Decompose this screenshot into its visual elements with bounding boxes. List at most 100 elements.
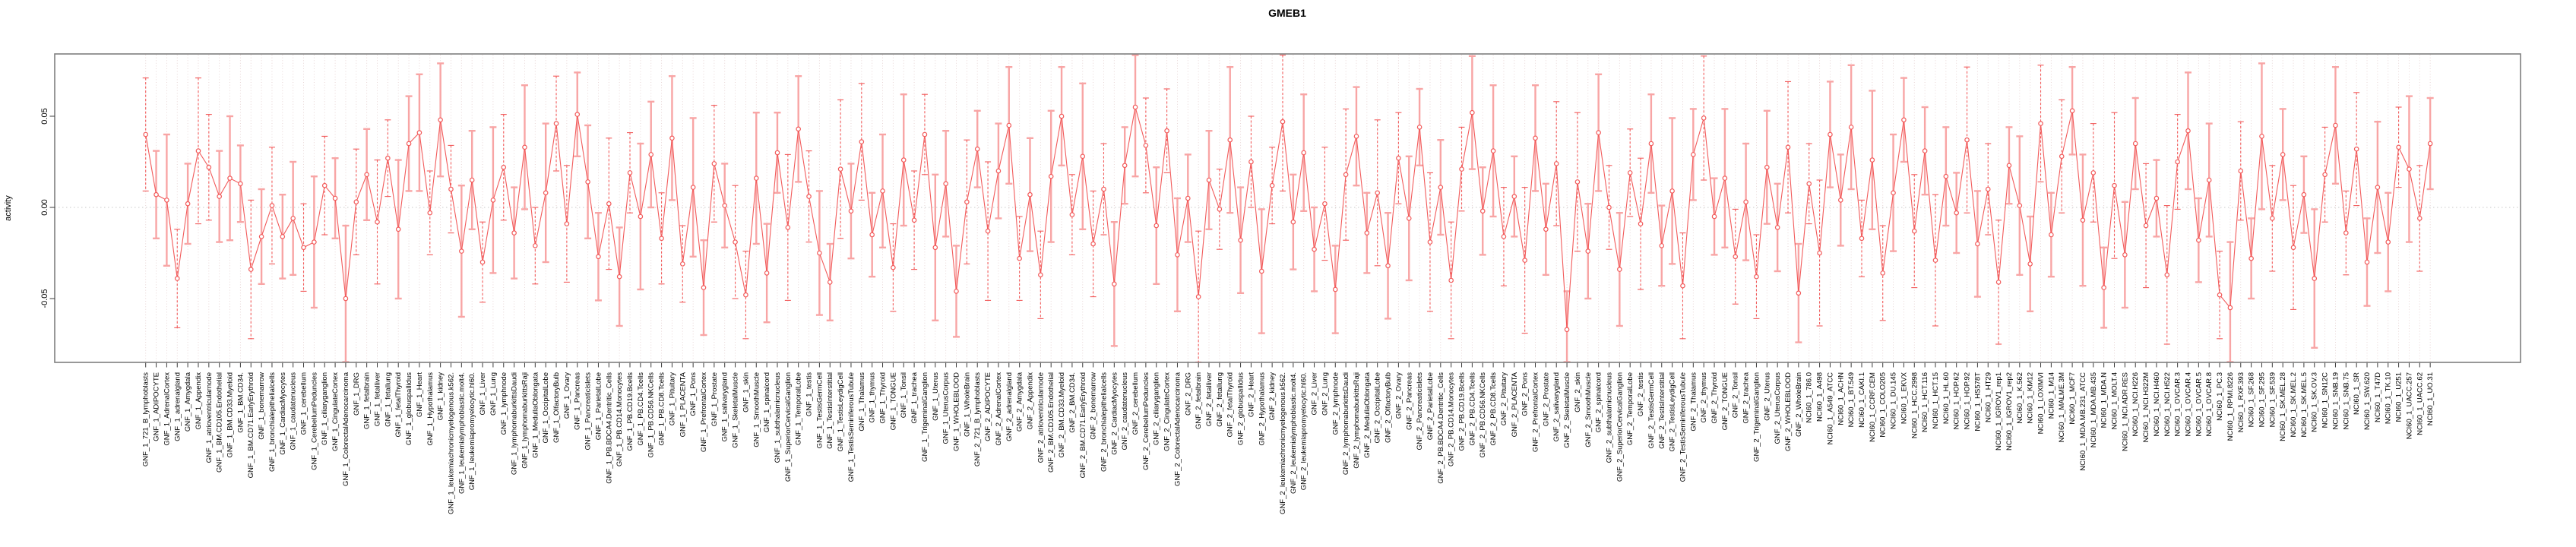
data-point-marker: [185, 201, 191, 207]
x-tick-label: GNF_1_PB.CD14.Monocytes: [616, 372, 624, 466]
x-tick-label: GNF_2_SkeletalMuscle: [1563, 372, 1571, 448]
data-point-marker: [174, 276, 180, 281]
data-point-marker: [1922, 148, 1928, 153]
x-tick-label: NCI60_1_NCI.H460: [2153, 372, 2161, 437]
x-tick-label: NCI60_1_MCF7: [2068, 372, 2077, 425]
data-point-marker: [806, 194, 812, 199]
x-tick-label: GNF_2_Pons: [1521, 372, 1530, 416]
x-tick-label: NCI60_1_SN12C: [2321, 372, 2330, 428]
data-point-marker: [490, 198, 496, 203]
data-point-marker: [1638, 221, 1644, 226]
x-tick-label: GNF_1_PB.CD19.Bcells: [626, 372, 635, 451]
x-tick-label: NCI60_1_K.562: [2016, 372, 2024, 424]
x-tick-label: GNF_1_SuperiorCervicalGanglion: [784, 372, 793, 482]
data-point-marker: [469, 177, 475, 183]
data-point-marker: [1564, 327, 1570, 333]
axes-layer: GNF_1_721_B_lymphoblasts GNF_1_ADIPOCYTE G…: [40, 53, 2521, 514]
data-point-marker: [2385, 239, 2391, 245]
data-point-marker: [837, 166, 843, 172]
x-tick-label: GNF_2_lymphnode: [1331, 372, 1340, 435]
x-tick-label: GNF_2_fetalThyroid: [1226, 372, 1235, 438]
data-point-marker: [448, 186, 454, 192]
x-tick-label: GNF_2_atrioventricularnode: [1036, 372, 1045, 463]
x-tick-label: NCI60_1_A549_ATCC: [1826, 372, 1834, 445]
x-tick-label: GNF_2_MedullaOblongata: [1363, 372, 1372, 458]
data-point-marker: [2364, 259, 2370, 265]
x-tick-label: NCI60_1_HT29: [1984, 372, 1992, 422]
x-tick-label: NCI60_1_SF.295: [2258, 372, 2266, 427]
x-tick-label: GNF_1_fetalliver: [374, 372, 382, 426]
y-tick-label: -0.05: [40, 289, 49, 308]
x-tick-label: GNF_1_TemporalLobe: [795, 372, 803, 445]
data-point-marker: [638, 213, 644, 220]
data-point-marker: [1574, 179, 1581, 185]
x-tick-label: GNF_1_testis: [805, 372, 814, 416]
x-tick-label: GNF_1_fetalbrain: [363, 372, 372, 429]
data-point-marker: [817, 250, 822, 256]
x-tick-label: GNF_1_Appendix: [195, 372, 203, 430]
x-tick-label: GNF_2_Amygdala: [1016, 372, 1024, 432]
x-tick-label: GNF_2_PB.CD14.Monocytes: [1448, 372, 1456, 466]
data-point-marker: [2143, 223, 2149, 229]
data-point-marker: [648, 152, 654, 157]
data-point-marker: [153, 191, 159, 198]
x-tick-label: GNF_1_PLACENTA: [679, 372, 687, 437]
data-point-marker: [2259, 134, 2264, 139]
data-point-marker: [1848, 125, 1854, 130]
data-point-marker: [1332, 286, 1338, 292]
x-tick-label: NCI60_1_HCT.116: [1921, 372, 1929, 432]
data-point-marker: [1522, 258, 1527, 263]
data-point-marker: [2270, 216, 2275, 221]
data-point-marker: [1258, 268, 1264, 274]
x-tick-label: GNF_1_Thalamus: [858, 372, 866, 432]
x-tick-label: GNF_1_Prostate: [710, 372, 719, 426]
data-point-marker: [1080, 153, 1086, 160]
data-point-marker: [2312, 276, 2318, 281]
data-point-marker: [1175, 252, 1180, 258]
data-point-marker: [1711, 213, 1717, 220]
x-tick-label: NCI60_1_SK.MEL.5: [2300, 372, 2309, 438]
data-point-marker: [964, 199, 970, 205]
data-point-marker: [974, 146, 980, 152]
x-tick-label: GNF_1_ADIPOCYTE: [153, 372, 161, 441]
data-point-marker: [891, 264, 896, 270]
data-point-marker: [290, 216, 296, 221]
data-point-marker: [2154, 195, 2160, 201]
data-point-marker: [1406, 216, 1412, 221]
x-tick-label: NCI60_1_CAKI.1: [1858, 372, 1866, 428]
x-tick-label: GNF_1_PB.CD56.NKCells: [647, 372, 656, 458]
x-tick-label: NCI60_1_KM12: [2027, 372, 2035, 424]
data-point-marker: [627, 170, 633, 175]
x-tick-label: GNF_2_Thyroid: [1710, 372, 1719, 424]
x-tick-label: GNF_1_TestisInterstitial: [826, 372, 834, 449]
data-point-marker: [312, 239, 317, 245]
data-point-marker: [2290, 245, 2296, 251]
data-point-marker: [206, 164, 212, 170]
x-tick-label: NCI60_1_SF.539: [2268, 372, 2277, 427]
data-point-marker: [796, 126, 801, 132]
data-point-marker: [2132, 141, 2138, 147]
data-point-marker: [1701, 115, 1707, 121]
data-point-marker: [848, 208, 854, 214]
series-line-layer: [145, 106, 2431, 330]
data-point-marker: [1869, 157, 1875, 163]
x-tick-label: NCI60_1_SK.MEL.2: [2290, 372, 2298, 438]
data-point-marker: [1364, 230, 1370, 236]
x-tick-label: GNF_2_CardiacMyocytes: [1110, 372, 1119, 455]
data-point-marker: [1448, 277, 1454, 283]
data-point-marker: [2248, 255, 2254, 261]
x-tick-label: NCI60_1_RPMI.8226: [2226, 372, 2235, 441]
x-tick-label: GNF_2_bonemarrow: [1090, 372, 1098, 440]
x-tick-label: GNF_2_AdrenalCortex: [995, 372, 1003, 446]
data-point-marker: [2027, 261, 2033, 267]
x-tick-label: GNF_1_fetalThyroid: [394, 372, 403, 438]
x-tick-label: GNF_1_lymphomaburkittsDaudi: [511, 372, 519, 475]
x-tick-label: NCI60_1_SF.268: [2248, 372, 2256, 427]
x-tick-label: GNF_1_ColorectalAdenocarcinoma: [342, 372, 350, 486]
data-point-marker: [1617, 267, 1622, 272]
data-point-marker: [585, 179, 590, 185]
data-point-marker: [1954, 210, 1959, 216]
data-point-marker: [1101, 186, 1106, 192]
data-point-marker: [2049, 232, 2054, 238]
data-point-marker: [1543, 226, 1549, 232]
